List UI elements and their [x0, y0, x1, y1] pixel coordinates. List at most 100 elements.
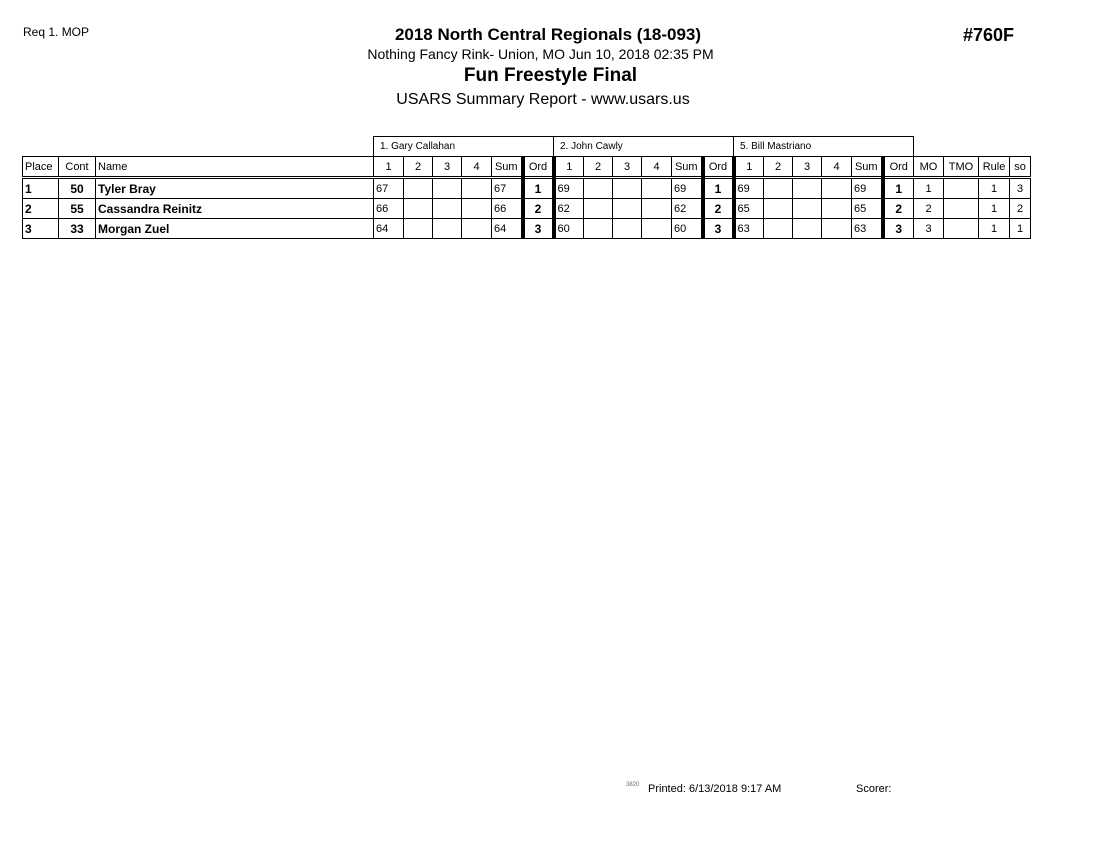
contestant-number: 50 — [58, 177, 96, 199]
score-sum: 69 — [851, 177, 883, 199]
venue-date: Nothing Fancy Rink- Union, MO Jun 10, 20… — [0, 46, 1085, 62]
judge-header-row: 1. Gary Callahan 2. John Cawly 5. Bill Mas… — [23, 136, 1031, 157]
skater-name: Cassandra Reinitz — [95, 198, 374, 219]
ordinal: 3 — [520, 218, 554, 239]
tmo — [943, 177, 979, 199]
ordinal: 2 — [700, 198, 734, 219]
scorer-label: Scorer: — [856, 783, 892, 795]
ordinal: 3 — [880, 218, 914, 239]
printed-timestamp: Printed: 6/13/2018 9:17 AM — [648, 783, 782, 795]
header-judge-col: 3 — [612, 156, 642, 179]
contestant-number: 55 — [58, 198, 96, 219]
score-1: 66 — [373, 198, 404, 219]
header-judge-col: 1 — [731, 156, 764, 179]
tmo — [943, 218, 979, 239]
score-2 — [583, 198, 613, 219]
score-3 — [612, 198, 642, 219]
header-judge-col: 4 — [821, 156, 852, 179]
place: 1 — [22, 177, 59, 199]
score-3 — [792, 198, 822, 219]
header-judge-col: 2 — [403, 156, 433, 179]
tmo — [943, 198, 979, 219]
score-1: 62 — [551, 198, 584, 219]
score-1: 65 — [731, 198, 764, 219]
score-4 — [461, 177, 492, 199]
header-judge-col: Ord — [880, 156, 914, 179]
header-so: so — [1009, 156, 1031, 179]
score-sum: 62 — [671, 198, 703, 219]
competition-title-text: 2018 North Central Regionals (18-093) — [394, 25, 702, 44]
ordinal: 1 — [700, 177, 734, 199]
score-sum: 60 — [671, 218, 703, 239]
score-4 — [821, 218, 852, 239]
score-4 — [641, 177, 672, 199]
score-1: 69 — [551, 177, 584, 199]
majority-ordinal: 1 — [913, 177, 944, 199]
header-judge-col: Ord — [700, 156, 734, 179]
skater-name: Morgan Zuel — [95, 218, 374, 239]
score-4 — [641, 218, 672, 239]
header-judge-col: 4 — [641, 156, 672, 179]
blank-cell — [23, 137, 374, 157]
competition-title: 2018 North Central Regionals (18-093) — [0, 25, 1100, 45]
rule: 1 — [978, 198, 1010, 219]
so: 1 — [1009, 218, 1031, 239]
skater-name: Tyler Bray — [95, 177, 374, 199]
header-place: Place — [22, 156, 59, 179]
rule: 1 — [978, 177, 1010, 199]
score-2 — [403, 198, 433, 219]
table-row: 1 50 Tyler Bray 67 67 1 69 69 1 69 69 1 1 1 3 — [22, 177, 1031, 199]
score-3 — [612, 177, 642, 199]
ordinal: 1 — [520, 177, 554, 199]
blank-cell — [914, 137, 1031, 157]
score-2 — [763, 198, 793, 219]
rule: 1 — [978, 218, 1010, 239]
ordinal: 2 — [880, 198, 914, 219]
header-judge-col: 3 — [432, 156, 462, 179]
ordinal: 2 — [520, 198, 554, 219]
column-header-row: Place Cont Name 1 2 3 4 Sum Ord 1 2 3 4 Sum Ord 1 2 3 4 Sum… — [22, 156, 1031, 179]
header-tmo: TMO — [943, 156, 979, 179]
results-table: 1. Gary Callahan 2. John Cawly 5. Bill Mas… — [22, 136, 1031, 239]
score-sum: 66 — [491, 198, 523, 219]
header-judge-col: 2 — [583, 156, 613, 179]
score-3 — [792, 218, 822, 239]
header-judge-col: 1 — [373, 156, 404, 179]
majority-ordinal: 2 — [913, 198, 944, 219]
score-2 — [583, 177, 613, 199]
so: 3 — [1009, 177, 1031, 199]
score-sum: 64 — [491, 218, 523, 239]
score-3 — [432, 177, 462, 199]
score-3 — [792, 177, 822, 199]
score-sum: 67 — [491, 177, 523, 199]
header-judge-col: 1 — [551, 156, 584, 179]
header-rule: Rule — [978, 156, 1010, 179]
header-judge-col: Ord — [520, 156, 554, 179]
score-3 — [432, 198, 462, 219]
footer-code: 3820 — [626, 782, 640, 788]
score-4 — [821, 198, 852, 219]
score-2 — [763, 218, 793, 239]
event-title: Fun Freestyle Final — [0, 65, 1100, 87]
score-1: 60 — [551, 218, 584, 239]
header-name: Name — [95, 156, 374, 179]
request-label: Req 1. MOP — [23, 25, 90, 39]
score-4 — [461, 198, 492, 219]
score-sum: 69 — [671, 177, 703, 199]
header-mo: MO — [913, 156, 944, 179]
venue-date-text: Nothing Fancy Rink- Union, MO Jun 10, 20… — [367, 46, 714, 62]
score-4 — [641, 198, 672, 219]
judge-name: 1. Gary Callahan — [373, 136, 554, 157]
header-judge-col: Sum — [491, 156, 523, 179]
table-row: 2 55 Cassandra Reinitz 66 66 2 62 62 2 65 65 2 2 1 2 — [22, 198, 1031, 219]
score-2 — [403, 177, 433, 199]
judge-name: 5. Bill Mastriano — [733, 136, 914, 157]
place: 3 — [22, 218, 59, 239]
report-title-text: USARS Summary Report - www.usars.us — [396, 91, 690, 108]
score-3 — [612, 218, 642, 239]
score-2 — [403, 218, 433, 239]
score-4 — [461, 218, 492, 239]
so: 2 — [1009, 198, 1031, 219]
contestant-number: 33 — [58, 218, 96, 239]
judge-name: 2. John Cawly — [553, 136, 734, 157]
